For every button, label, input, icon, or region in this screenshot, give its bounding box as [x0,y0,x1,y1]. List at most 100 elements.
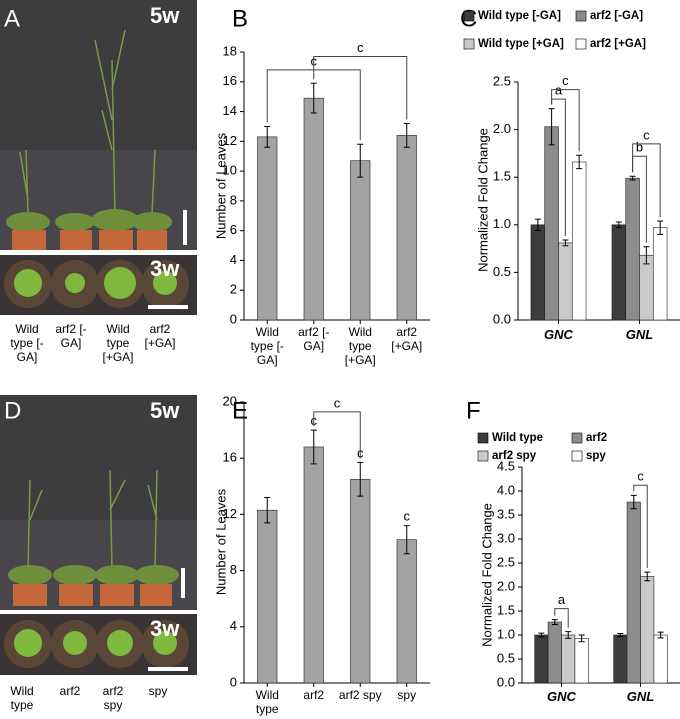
photo-label: arf2 [59,684,81,698]
x-tick-label: GNC [544,327,573,342]
photo-label: Wild type [+GA] [102,322,134,364]
error-bar [644,571,651,582]
bar [303,446,324,684]
panel-label: D [4,397,21,424]
y-tick-label: 4.0 [497,482,515,497]
bar [534,634,549,684]
legend-label: Wild type [-GA] [478,10,561,22]
bar [640,576,655,684]
bar [652,227,668,321]
x-tick-label: Wild type [+GA] [344,325,376,367]
x-tick-label: arf2 spy [338,688,382,702]
x-tick-label: arf2 [303,688,325,702]
annotation: c [643,127,650,142]
panel-label: F [466,397,481,424]
bracket [632,143,661,217]
error-bar [657,220,664,235]
legend-label: arf2 [-GA] [590,10,643,22]
y-axis-label: Normalized Fold Change [479,503,494,647]
bar [613,634,628,684]
error-bar [643,246,650,265]
x-tick-label: GNC [547,689,576,704]
y-tick-label: 0.0 [497,674,515,689]
error-bar [615,221,622,229]
legend-swatch [477,432,489,444]
age-label: 5w [150,3,180,28]
x-tick-label: GNL [626,689,655,704]
age-label: 3w [150,616,180,641]
photo-label: Wild type [-GA] [10,322,44,364]
error-bar [617,633,624,637]
error-bar [403,122,410,148]
error-bar [357,461,364,497]
bar [257,136,278,321]
bar [571,161,587,321]
y-tick-label: 6 [230,222,237,237]
error-bar [630,494,637,510]
y-tick-label: 10 [223,163,237,178]
legend-swatch [477,450,489,462]
bar [653,634,668,684]
legend-swatch [575,10,587,22]
bar [544,126,559,321]
annotation: c [357,40,364,55]
legend-swatch [463,38,475,50]
error-bar [310,429,317,465]
error-bar [576,154,583,170]
bar [530,224,546,321]
annotation: c [334,395,341,410]
y-tick-label: 12 [223,506,237,521]
y-tick-label: 0.5 [493,264,511,279]
bar [574,638,589,684]
legend-label: arf2 spy [492,450,537,462]
legend-label: arf2 [586,432,607,444]
bracket [313,55,408,120]
age-label: 3w [150,256,180,281]
error-bar [578,634,585,643]
photo-label: arf2 [+GA] [144,322,176,350]
y-tick-label: 8 [230,562,237,577]
y-tick-label: 2.5 [493,73,511,88]
y-tick-label: 1.0 [497,626,515,641]
bar [547,621,562,684]
error-bar [264,497,271,524]
y-tick-label: 16 [223,450,237,465]
error-bar [657,631,664,639]
error-bar [562,239,569,247]
annotation: c [357,445,364,460]
bar [350,478,371,684]
age-label: 5w [150,398,180,423]
y-tick-label: 4 [230,618,237,633]
legend-swatch [463,10,475,22]
y-tick-label: 2 [230,282,237,297]
photo-label: Wild type [10,684,34,712]
legend-swatch [571,450,583,462]
photo-label: arf2 spy [102,684,124,712]
y-tick-label: 0.0 [493,311,511,326]
y-tick-label: 2.5 [497,554,515,569]
error-bar [538,632,545,638]
error-bar [310,82,317,114]
bracket [554,608,569,628]
bracket [551,89,580,152]
photo-label: spy [148,684,168,698]
y-tick-label: 12 [223,133,237,148]
bracket [313,411,361,459]
y-tick-label: 2.0 [493,121,511,136]
legend-label: Wild type [492,432,543,444]
y-tick-label: 0 [230,311,237,326]
bar [396,539,417,684]
y-tick-label: 4.5 [497,458,515,473]
error-bar [264,125,271,148]
legend-swatch [571,432,583,444]
bar [611,224,627,321]
x-tick-label: spy [397,688,417,702]
error-bar [403,525,410,555]
legend-label: spy [586,450,606,462]
annotation: a [558,592,566,607]
y-axis-label: Number of Leaves [213,488,228,595]
bar [396,135,417,321]
legend-label: Wild type [+GA] [478,38,564,50]
error-bar [629,175,636,181]
